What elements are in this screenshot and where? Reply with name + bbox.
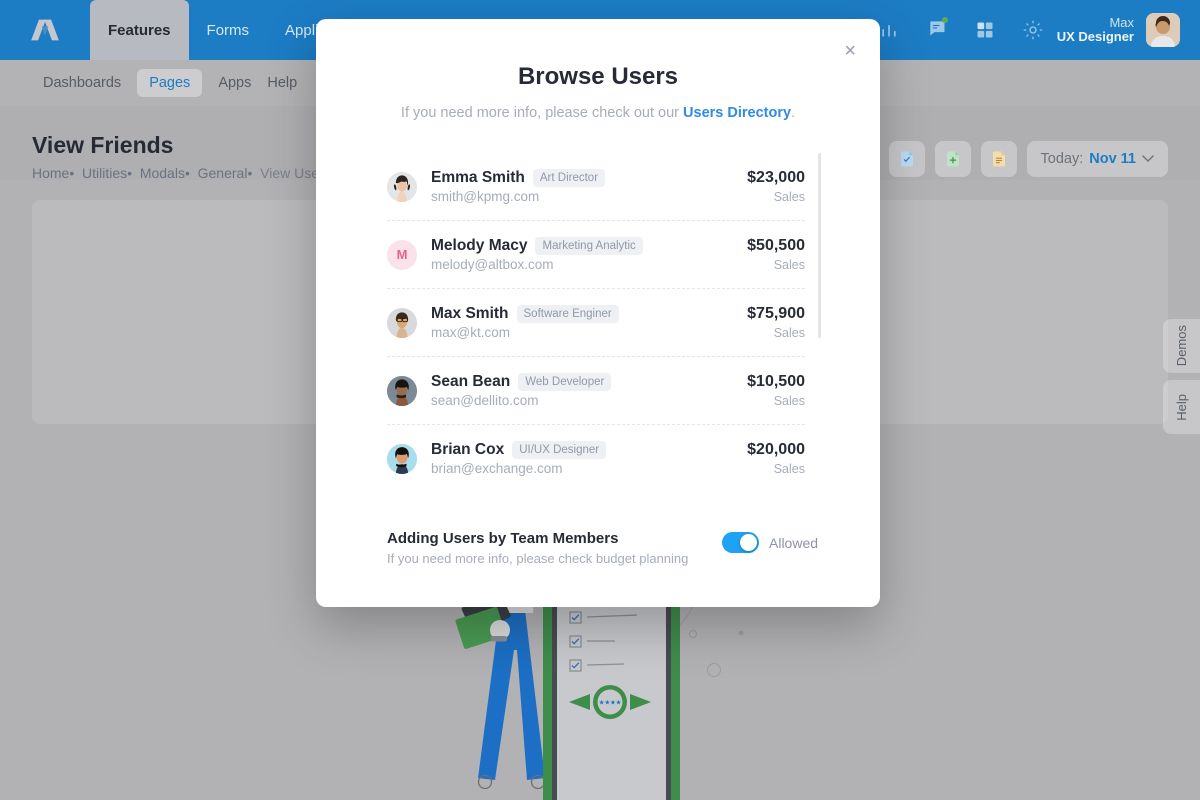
svg-text:★★★★: ★★★★ [599,700,622,707]
